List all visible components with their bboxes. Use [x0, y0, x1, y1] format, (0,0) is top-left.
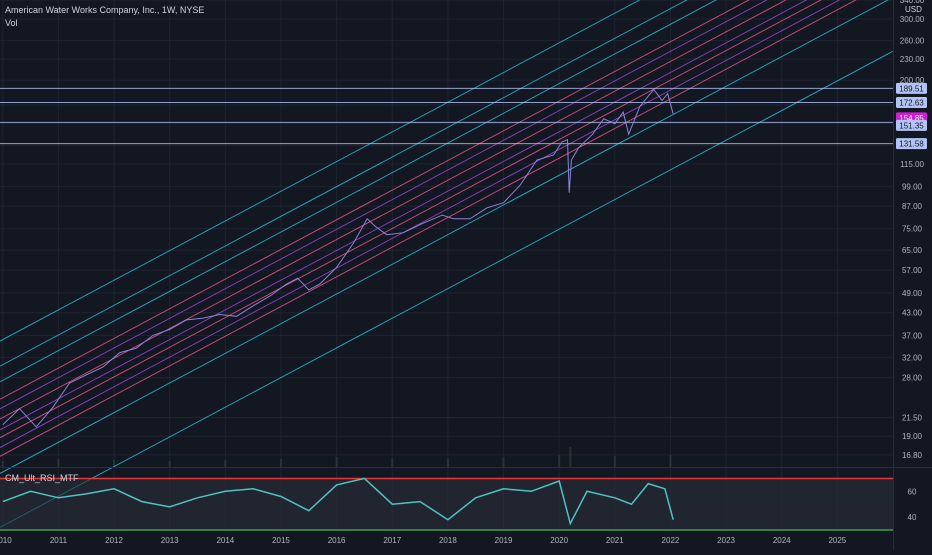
price-badge-label: 151.35 — [899, 121, 924, 130]
x-tick-label: 2010 — [0, 536, 12, 545]
price-line — [2, 88, 674, 428]
rsi-line — [2, 477, 674, 526]
volume-bar — [558, 455, 561, 467]
volume-bars — [1, 447, 672, 467]
x-tick-label: 2022 — [662, 536, 680, 545]
y-tick-label: 260.00 — [900, 37, 925, 46]
volume-bar — [502, 457, 505, 467]
x-tick-label: 2011 — [50, 536, 68, 545]
volume-bar — [669, 455, 672, 467]
y-tick-label: 37.00 — [902, 331, 923, 340]
x-tick-label: 2021 — [606, 536, 624, 545]
volume-bar — [613, 456, 616, 467]
channel-line — [0, 50, 894, 528]
price-badge — [896, 119, 927, 131]
volume-bar — [279, 459, 282, 467]
x-tick-label: 2017 — [383, 536, 401, 545]
price-badge — [896, 96, 927, 108]
y-tick-label: 200.00 — [900, 76, 925, 85]
volume-bar — [113, 460, 116, 467]
channel-line — [0, 0, 822, 439]
indicator-title[interactable]: CM_Ult_RSI_MTF — [5, 473, 79, 483]
price-badge — [896, 82, 927, 94]
x-tick-label: 2015 — [272, 536, 290, 545]
chart-title: American Water Works Company, Inc., 1W, … — [5, 5, 205, 15]
channel-line — [0, 0, 787, 420]
y-tick-label: 57.00 — [902, 266, 923, 275]
y-tick-label: 115.00 — [900, 160, 924, 169]
volume-bar — [1, 461, 4, 467]
volume-bar — [446, 458, 449, 467]
channel-line — [0, 0, 808, 431]
rsi-tick-label: 40 — [908, 513, 917, 522]
time-axis[interactable]: 2010 2011 2012 2013 2014 2015 2016 2017 2018 2019… — [0, 536, 847, 545]
channel-line — [0, 0, 889, 474]
x-tick-label: 2023 — [717, 536, 735, 545]
price-badge-label: 189.51 — [899, 84, 924, 93]
x-tick-label: 2016 — [328, 536, 346, 545]
volume-bar — [57, 459, 60, 467]
rsi-tick-label: 60 — [908, 487, 917, 496]
rsi-pane — [0, 477, 893, 531]
x-tick-label: 2025 — [828, 536, 846, 545]
x-tick-label: 2012 — [105, 536, 123, 545]
channel-line — [0, 0, 857, 457]
y-unit-label: USD — [905, 5, 922, 14]
y-tick-label: 19.00 — [902, 432, 923, 441]
y-tick-label: 43.00 — [902, 309, 923, 318]
y-tick-label: 16.80 — [902, 451, 923, 460]
x-tick-label: 2018 — [439, 536, 457, 545]
x-tick-label: 2014 — [216, 536, 234, 545]
channel-line — [0, 0, 688, 367]
horizontal-levels — [0, 87, 893, 145]
y-tick-label: 65.00 — [902, 246, 923, 255]
y-tick-label: 300.00 — [900, 15, 925, 24]
y-tick-label: 99.00 — [902, 183, 923, 192]
channel-line — [0, 0, 768, 410]
price-badge-label: 172.63 — [899, 98, 924, 107]
rsi-band-fill — [0, 478, 893, 530]
x-tick-label: 2020 — [550, 536, 568, 545]
volume-label: Vol — [5, 18, 18, 28]
y-tick-label: 75.00 — [902, 225, 923, 234]
y-tick-label: 28.00 — [902, 374, 923, 383]
x-tick-label: 2013 — [161, 536, 179, 545]
y-tick-label: 230.00 — [900, 55, 925, 64]
price-badge-label: 154.85 — [899, 114, 924, 123]
volume-bar — [224, 460, 227, 467]
volume-bar — [569, 447, 572, 467]
x-tick-label: 2024 — [773, 536, 791, 545]
y-tick-label: 32.00 — [902, 353, 923, 362]
y-tick-label: 87.00 — [902, 202, 923, 211]
channel-line — [0, 0, 750, 400]
price-badge — [896, 138, 927, 150]
price-badge-label: 131.58 — [899, 140, 924, 149]
volume-bar — [168, 461, 171, 467]
volume-bar — [391, 458, 394, 467]
y-tick-label: 21.50 — [902, 414, 923, 423]
y-tick-label: 340.00 — [900, 0, 925, 5]
channel-line — [0, 0, 841, 448]
x-tick-label: 2019 — [495, 536, 513, 545]
y-tick-label: 49.00 — [902, 289, 923, 298]
volume-bar — [335, 457, 338, 467]
